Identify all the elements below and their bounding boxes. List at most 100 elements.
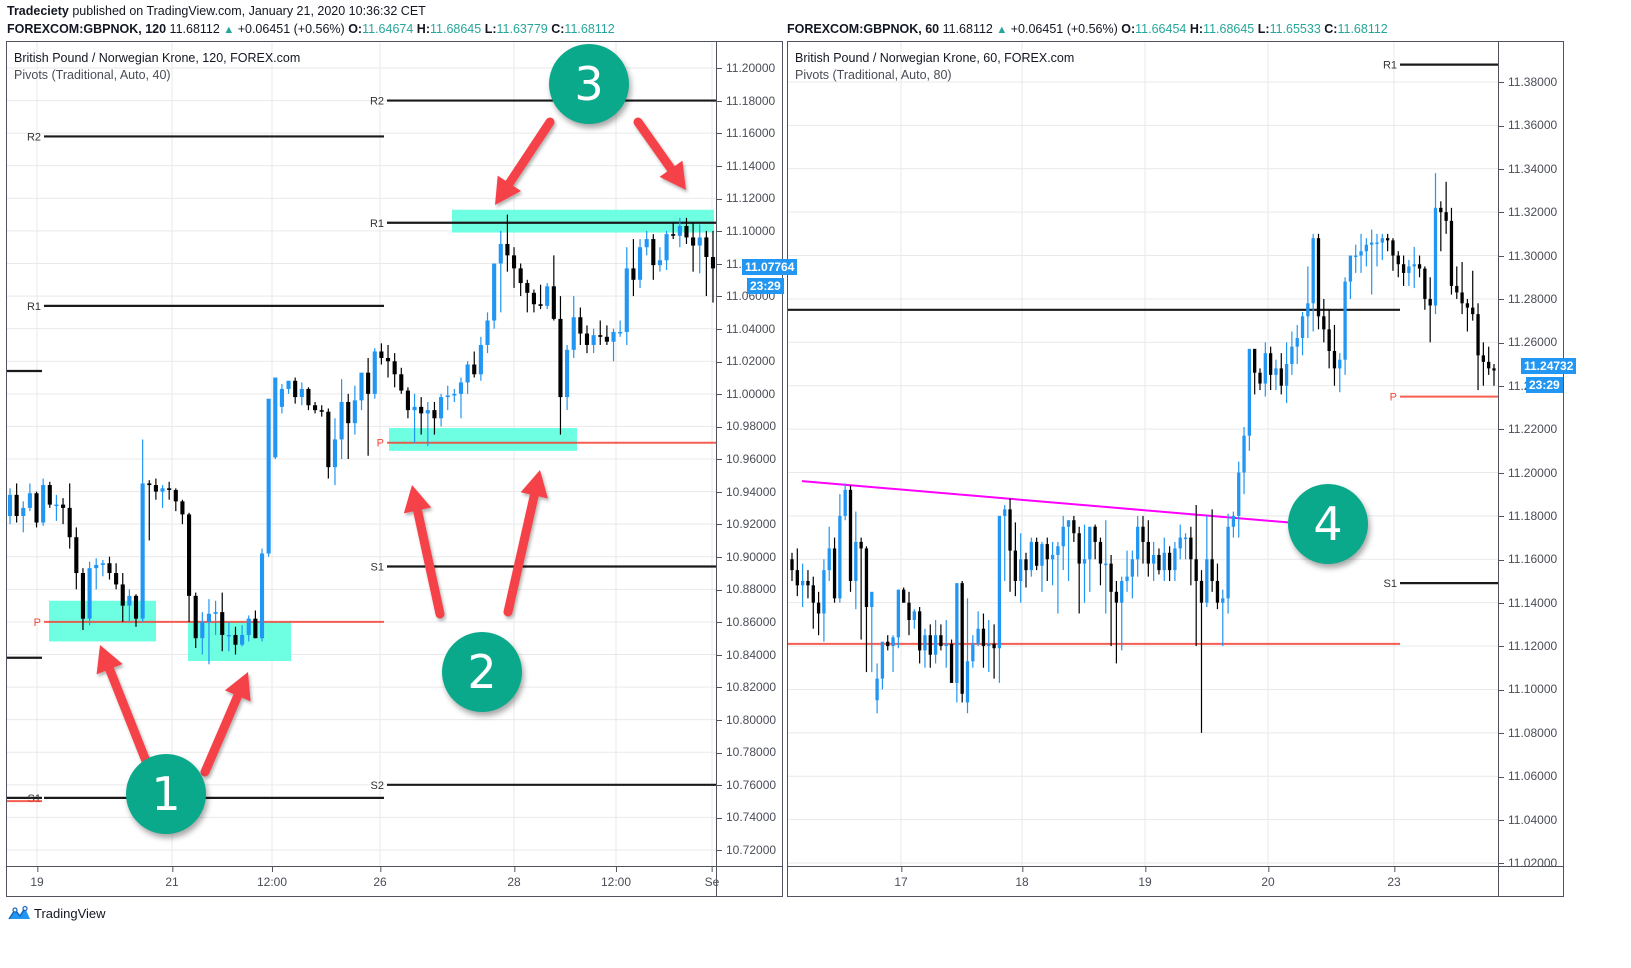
open-label: O: [348,22,363,36]
price-tick: 10.74000 [717,810,776,824]
svg-text:R2: R2 [370,96,384,108]
open-value: 11.64674 [362,22,414,36]
left-time-axis[interactable]: 19 21 12:00 26 28 12:00 Se [7,866,719,896]
price-tick: 10.86000 [717,615,776,629]
high-label: H: [416,22,430,36]
high-label: H: [1189,22,1204,36]
time-tick: 21 [165,867,179,889]
close-label: C: [551,22,565,36]
price-tick: 10.78000 [717,745,776,759]
low-label: L: [1257,22,1270,36]
left-plot-area[interactable]: R2 R1 P S1 R2 R1 P S1 S2 British Pound / Norwegi… [7,42,716,866]
right-countdown-tag: 23:29 [1526,377,1563,393]
svg-text:P: P [34,617,41,629]
brand-name: TradingView [34,905,106,921]
price-tick: 11.16000 [717,126,775,140]
symbol-label: FOREXCOM:GBPNOK, 60 [787,22,940,36]
symbol-label: FOREXCOM:GBPNOK, 120 [7,22,167,36]
price-tick: 11.28000 [1499,292,1557,306]
time-tick: Se [704,867,720,889]
price-tick: 11.38000 [1499,75,1557,89]
left-chart-panel[interactable]: R2 R1 P S1 R2 R1 P S1 S2 British Pound / Norwegi… [6,41,798,897]
price-tick: 11.26000 [1499,335,1557,349]
time-tick: 18 [1015,867,1029,889]
svg-text:S1: S1 [28,793,41,805]
price-tick: 10.98000 [717,419,776,433]
last-price: 11.68112 [942,22,993,36]
left-last-price-tag: 11.07764 [742,259,798,275]
svg-text:R2: R2 [27,131,41,143]
svg-text:S2: S2 [371,780,384,792]
price-tick: 10.94000 [717,485,776,499]
right-plot-area[interactable]: R1 P S1 British Pound / Norwegian Krone, 6… [788,42,1498,866]
open-value: 11.66454 [1135,22,1187,36]
price-tick: 11.14000 [717,159,775,173]
price-tick: 11.20000 [1499,466,1557,480]
low-value: 11.65533 [1269,22,1321,36]
price-tick: 10.96000 [717,452,776,466]
badge-2: 2 [442,632,522,712]
svg-text:R1: R1 [1383,60,1397,72]
right-axis-corner [1498,866,1563,896]
price-tick: 11.12000 [717,191,775,205]
chart-title: British Pound / Norwegian Krone, 120, FO… [14,51,301,65]
price-tick: 11.08000 [1499,726,1557,740]
svg-text:S1: S1 [371,562,384,574]
price-tick: 11.18000 [1499,509,1557,523]
published-text: published on TradingView.com, January 21… [72,4,426,18]
price-tick: 11.10000 [717,224,775,238]
publisher-name: Tradeciety [7,4,69,18]
open-label: O: [1121,22,1136,36]
tradingview-logo[interactable]: TradingView [7,905,106,921]
price-tick: 11.32000 [1499,205,1557,219]
indicator-label[interactable]: Pivots (Traditional, Auto, 40) [14,68,171,82]
publish-info: Tradeciety published on TradingView.com,… [7,4,426,18]
right-price-axis[interactable]: 11.38000 11.36000 11.34000 11.32000 11.30000… [1498,42,1563,870]
badge-1: 1 [126,754,206,834]
price-tick: 11.18000 [717,94,775,108]
time-tick: 23 [1387,867,1401,889]
time-tick: 17 [894,867,908,889]
price-tick: 10.88000 [717,582,776,596]
price-tick: 11.16000 [1499,552,1557,566]
time-tick: 19 [1138,867,1152,889]
price-tick: 10.84000 [717,648,776,662]
price-tick: 11.34000 [1499,162,1557,176]
low-label: L: [484,22,497,36]
price-tick: 10.80000 [717,713,776,727]
svg-text:P: P [377,438,384,450]
time-tick: 12:00 [600,867,632,889]
time-tick: 28 [507,867,521,889]
svg-text:R1: R1 [27,301,41,313]
price-tick: 10.82000 [717,680,776,694]
chart-title: British Pound / Norwegian Krone, 60, FOR… [795,51,1075,65]
up-triangle-icon: ▲ [223,24,235,36]
right-chart-panel[interactable]: R1 P S1 British Pound / Norwegian Krone, 6… [787,41,1577,897]
price-tick: 11.36000 [1499,118,1557,132]
right-last-price-tag: 11.24732 [1521,358,1577,374]
price-change: +0.06451 (+0.56%) [1010,22,1118,36]
indicator-label[interactable]: Pivots (Traditional, Auto, 80) [795,68,952,82]
price-tick: 11.30000 [1499,249,1557,263]
up-triangle-icon: ▲ [996,24,1008,36]
left-legend: British Pound / Norwegian Krone, 120, FO… [14,50,300,84]
price-tick: 10.76000 [717,778,776,792]
price-tick: 11.04000 [1499,813,1557,827]
time-tick: 19 [30,867,44,889]
left-price-axis[interactable]: 11.20000 11.18000 11.16000 11.14000 11.12000… [716,42,782,866]
price-tick: 11.12000 [1499,639,1557,653]
low-value: 11.63779 [496,22,548,36]
right-time-axis[interactable]: 17 18 19 20 23 [788,866,1498,896]
last-price: 11.68112 [169,22,220,36]
right-legend: British Pound / Norwegian Krone, 60, FOR… [795,50,1074,84]
left-axis-corner [716,866,782,896]
price-tick: 10.92000 [717,517,776,531]
high-value: 11.68645 [430,22,482,36]
svg-text:P: P [1390,392,1397,404]
price-tick: 11.02000 [717,354,775,368]
time-tick: 12:00 [256,867,288,889]
badge-4: 4 [1288,484,1368,564]
price-tick: 11.14000 [1499,596,1557,610]
left-countdown-tag: 23:29 [747,278,784,294]
left-symbol-bar: FOREXCOM:GBPNOK, 120 11.68112 ▲ +0.06451… [7,22,615,36]
